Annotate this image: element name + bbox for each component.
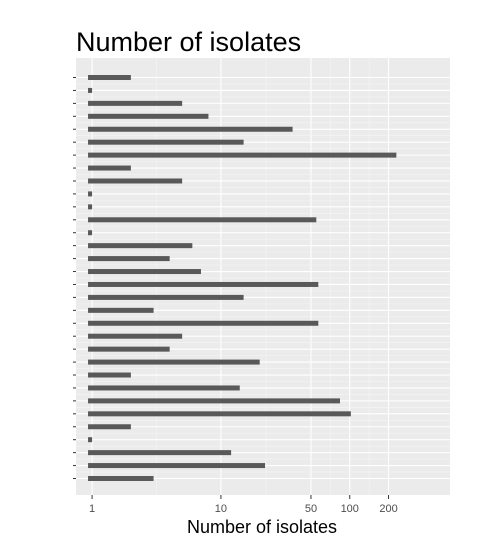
y-axis-ticks [73,77,76,479]
bar [88,450,232,456]
bar [88,476,154,481]
plot-panel [76,58,450,495]
x-tick-label: 50 [305,503,317,515]
bar [88,75,131,80]
bar [88,87,93,93]
bar [88,152,397,158]
bar [88,165,131,171]
bar [88,243,193,249]
bar [88,320,319,326]
bar [88,463,266,469]
bar [88,333,183,339]
x-tick-label: 10 [215,503,227,515]
bar [88,294,244,300]
bar [88,359,260,365]
bar [88,230,93,236]
x-axis-ticks: 1 10 50 100 200 [89,495,398,515]
bar [88,269,201,275]
bar [88,139,244,145]
x-tick-label: 100 [341,503,359,515]
bar [88,178,183,184]
bar [88,437,93,443]
bar [88,281,319,287]
bar [88,100,183,106]
bar [88,204,93,210]
bar [88,113,209,119]
x-axis-label: Number of isolates [187,517,337,537]
bar [88,307,154,313]
x-tick-label: 1 [89,503,95,515]
bar [88,385,240,391]
bar [88,217,317,223]
bars [88,75,397,481]
x-tick-label: 200 [379,503,397,515]
chart-title: Number of isolates [76,27,301,57]
bar [88,398,340,404]
bar [88,346,170,352]
bar [88,191,93,197]
bar [88,411,351,417]
bar [88,256,170,262]
bar [88,424,131,430]
bar [88,372,131,378]
bar [88,126,293,132]
